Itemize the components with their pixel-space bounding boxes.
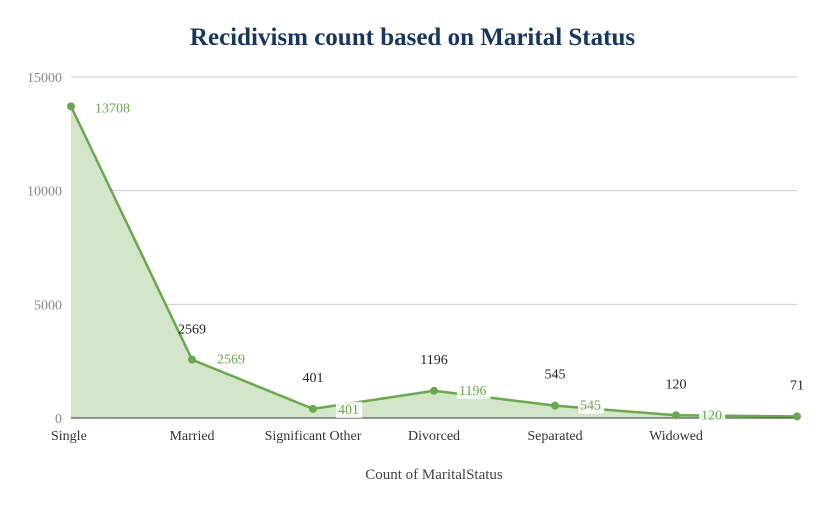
x-axis-label: Count of MaritalStatus [365, 467, 503, 483]
data-point [188, 355, 196, 364]
data-label-bg [336, 401, 363, 418]
data-label: 401 [338, 403, 359, 418]
y-tick-label: 0 [55, 412, 62, 427]
data-label-bg [93, 100, 134, 117]
data-label-top: 120 [666, 377, 687, 392]
data-label: 1196 [459, 384, 486, 399]
data-point [67, 102, 75, 111]
x-category-label: Divorced [408, 429, 460, 444]
data-label-top: 71 [790, 378, 804, 393]
y-tick-label: 5000 [34, 298, 62, 313]
data-label: 120 [701, 408, 722, 423]
data-label-top: 2569 [178, 323, 206, 338]
data-label: 13708 [95, 101, 130, 116]
x-category-label: Separated [527, 429, 582, 444]
series-area [71, 106, 797, 419]
data-point [309, 404, 317, 413]
data-point [672, 411, 680, 420]
data-labels: 13708 2569 2569 401 401 1196 1196 545 545 120 120 7… [93, 100, 804, 424]
data-label-bg [699, 407, 726, 424]
x-category-label: Significant Other [265, 429, 362, 444]
y-axis-ticks: 0 5000 10000 15000 [27, 71, 62, 427]
x-axis-categories: Single Married Significant Other Divorced Se… [51, 429, 703, 444]
data-label-bg [215, 351, 249, 368]
data-point [793, 412, 801, 421]
y-tick-label: 10000 [27, 185, 62, 200]
data-label-bg [578, 397, 605, 414]
data-point [551, 401, 559, 410]
x-category-label: Widowed [649, 429, 703, 444]
y-tick-label: 15000 [27, 71, 62, 86]
data-label: 2569 [217, 353, 245, 368]
data-label: 545 [580, 399, 601, 414]
gridlines [71, 76, 797, 305]
x-category-label: Married [169, 429, 214, 444]
data-label-bg [457, 382, 491, 399]
data-label-top: 1196 [420, 353, 447, 368]
data-label-top: 545 [545, 368, 566, 383]
data-points [67, 102, 801, 421]
data-label-top: 401 [303, 371, 324, 386]
x-category-label: Single [51, 429, 87, 444]
chart-title: Recidivism count based on Marital Status [189, 24, 636, 51]
data-point [430, 386, 438, 395]
